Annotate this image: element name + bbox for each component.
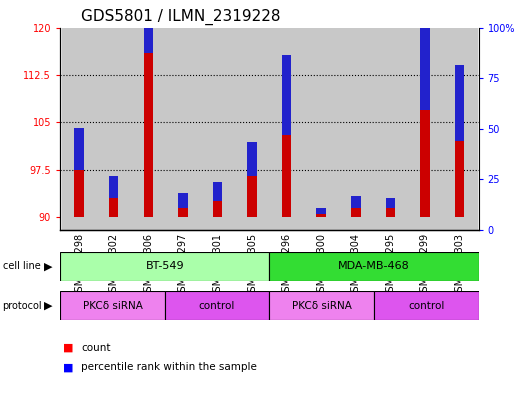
Bar xyxy=(144,0,153,53)
Text: ■: ■ xyxy=(63,343,73,353)
Text: ▶: ▶ xyxy=(44,301,53,311)
Bar xyxy=(178,208,188,217)
Bar xyxy=(200,28,235,230)
Bar xyxy=(269,252,479,281)
Bar xyxy=(351,196,360,208)
Bar xyxy=(385,208,395,217)
Bar xyxy=(247,176,257,217)
Bar xyxy=(166,28,200,230)
Text: ▶: ▶ xyxy=(44,261,53,272)
Bar xyxy=(60,252,269,281)
Bar xyxy=(60,291,165,320)
Bar xyxy=(144,53,153,217)
Text: protocol: protocol xyxy=(3,301,42,311)
Bar xyxy=(96,28,131,230)
Bar xyxy=(178,193,188,208)
Bar xyxy=(374,291,479,320)
Bar xyxy=(316,214,326,217)
Bar xyxy=(109,176,119,198)
Bar xyxy=(455,66,464,141)
Bar xyxy=(338,28,373,230)
Text: MDA-MB-468: MDA-MB-468 xyxy=(338,261,410,271)
Text: BT-549: BT-549 xyxy=(145,261,184,271)
Bar xyxy=(304,28,338,230)
Bar xyxy=(131,28,166,230)
Text: PKCδ siRNA: PKCδ siRNA xyxy=(292,301,351,310)
Bar xyxy=(62,28,96,230)
Bar xyxy=(213,182,222,202)
Bar xyxy=(247,142,257,176)
Text: ■: ■ xyxy=(63,362,73,373)
Bar xyxy=(385,198,395,208)
Bar xyxy=(420,110,430,217)
Text: percentile rank within the sample: percentile rank within the sample xyxy=(81,362,257,373)
Bar xyxy=(269,28,304,230)
Bar xyxy=(74,128,84,170)
Bar xyxy=(420,11,430,110)
Bar xyxy=(316,208,326,214)
Text: control: control xyxy=(199,301,235,310)
Text: PKCδ siRNA: PKCδ siRNA xyxy=(83,301,142,310)
Bar xyxy=(165,291,269,320)
Bar xyxy=(282,135,291,217)
Bar xyxy=(442,28,477,230)
Bar xyxy=(407,28,442,230)
Bar xyxy=(455,141,464,217)
Text: count: count xyxy=(81,343,110,353)
Bar xyxy=(269,291,374,320)
Bar xyxy=(235,28,269,230)
Text: cell line: cell line xyxy=(3,261,40,272)
Bar xyxy=(74,170,84,217)
Bar xyxy=(351,208,360,217)
Text: control: control xyxy=(408,301,445,310)
Bar xyxy=(373,28,407,230)
Bar xyxy=(282,55,291,135)
Text: GDS5801 / ILMN_2319228: GDS5801 / ILMN_2319228 xyxy=(81,9,280,25)
Bar xyxy=(213,202,222,217)
Bar xyxy=(109,198,119,217)
